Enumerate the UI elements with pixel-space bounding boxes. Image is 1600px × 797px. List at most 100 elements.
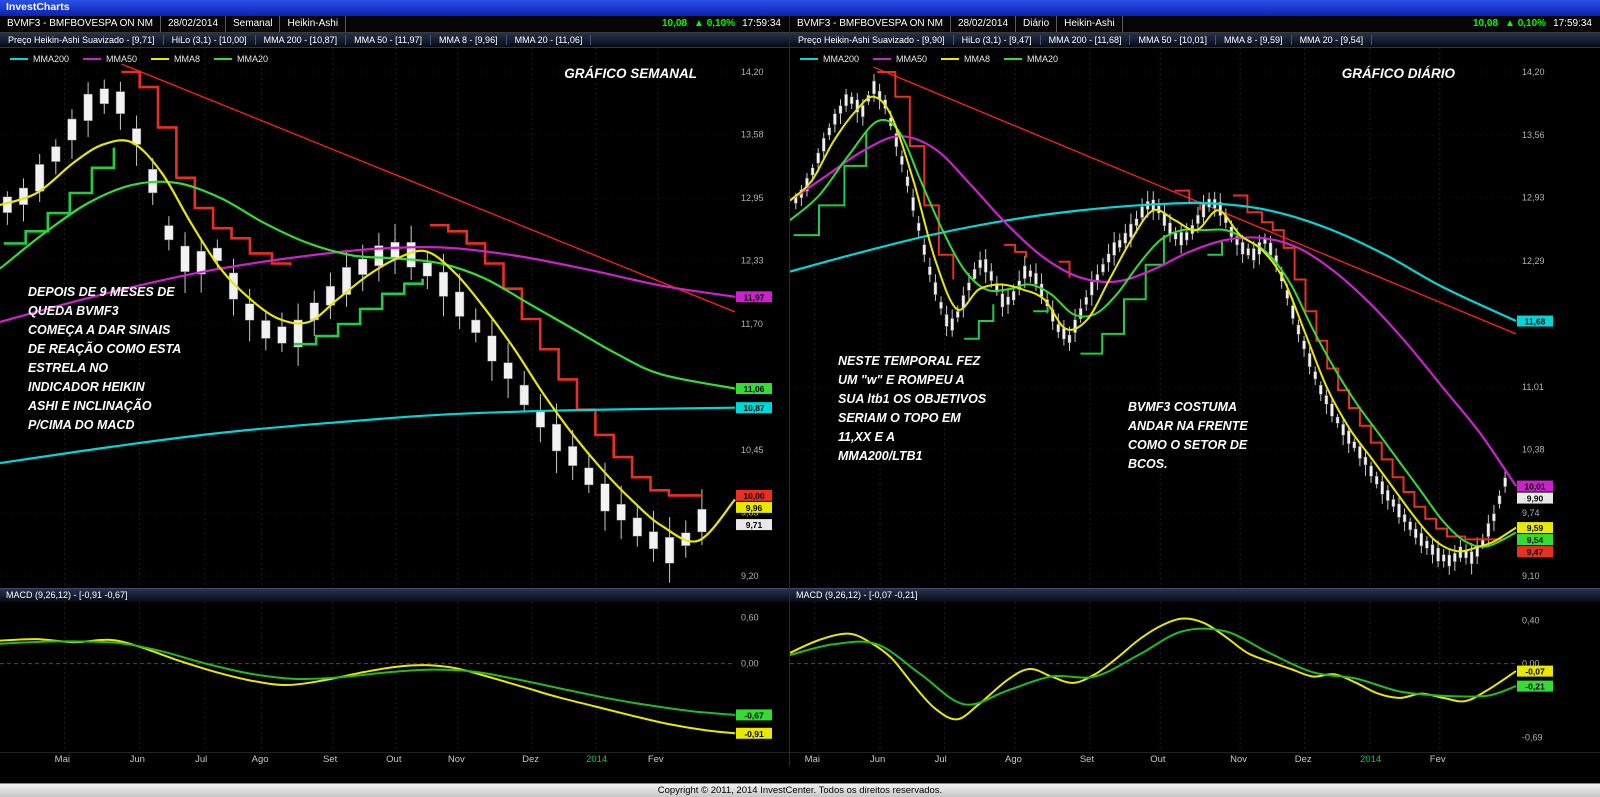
time-axis-label: Jul	[195, 754, 208, 765]
svg-text:11,97: 11,97	[744, 292, 765, 302]
time-axis-label: Out	[386, 754, 402, 765]
legend-item-mma8: MMA8	[941, 54, 990, 64]
price-chart-area[interactable]: 14,2013,5812,9512,3311,7010,459,839,2011…	[0, 48, 789, 588]
svg-text:10,00: 10,00	[743, 491, 765, 501]
chart-style-button[interactable]: Heikin-Ashi	[280, 16, 347, 32]
chart-style-button[interactable]: Heikin-Ashi	[1057, 16, 1123, 32]
svg-text:9,96: 9,96	[746, 503, 763, 513]
status-bar: Copyright © 2011, 2014 InvestCenter. Tod…	[0, 783, 1600, 797]
price-chart-canvas[interactable]: 14,2013,5812,9512,3311,7010,459,839,2011…	[0, 48, 789, 588]
legend-color-swatch	[83, 58, 102, 60]
legend-color-swatch	[1004, 58, 1023, 60]
copyright-text: Copyright © 2011, 2014 InvestCenter. Tod…	[657, 785, 943, 796]
symbol-label[interactable]: BVMF3 - BMFBOVESPA ON NM	[790, 16, 951, 32]
window-titlebar[interactable]: InvestCharts	[0, 0, 1600, 16]
legend-color-swatch	[800, 58, 818, 60]
time-axis-label: Out	[1150, 754, 1166, 765]
price-chart-area[interactable]: 14,20 13,56 12,93 12,29 11,01 10,38 9,74 9,10 11…	[790, 48, 1600, 588]
macd-header: MACD (9,26,12) - [-0,91 -0,67]	[0, 588, 789, 602]
legend-item-mma50: MMA50	[83, 54, 137, 64]
time-axis-label: Dez	[1294, 754, 1312, 765]
svg-text:-0,07: -0,07	[1525, 667, 1545, 677]
svg-text:11,70: 11,70	[741, 319, 763, 329]
macd-header: MACD (9,26,12) - [-0,07 -0,21]	[790, 588, 1600, 602]
legend-item-mma200: MMA200	[10, 54, 69, 64]
chart-header: BVMF3 - BMFBOVESPA ON NM 28/02/2014 Sema…	[0, 16, 789, 33]
chart-header: BVMF3 - BMFBOVESPA ON NM 28/02/2014 Diár…	[790, 16, 1600, 33]
chart-title-watermark: GRÁFICO SEMANAL	[564, 66, 697, 81]
time-axis-label: Set	[1079, 754, 1095, 765]
price-chart-canvas[interactable]: 14,20 13,56 12,93 12,29 11,01 10,38 9,74 9,10 11…	[790, 48, 1600, 588]
svg-text:12,33: 12,33	[741, 255, 764, 265]
time-axis-label: Fev	[1429, 754, 1446, 765]
legend-item-mma20: MMA20	[1004, 54, 1058, 64]
quote-box: 10,08 ▲ 0,10% 17:59:34	[1465, 16, 1600, 32]
svg-text:14,20: 14,20	[741, 67, 764, 77]
macd-canvas[interactable]: 0,60 0,00 -0,67 -0,91	[0, 602, 789, 752]
chart-legend: MMA200 MMA50 MMA8 MMA20	[800, 54, 1058, 64]
time-axis-label: Ago	[1005, 754, 1022, 765]
indicator-reading: HiLo (3,1) - [10,00]	[164, 35, 256, 45]
svg-text:-0,69: -0,69	[1522, 733, 1543, 743]
legend-color-swatch	[214, 58, 233, 60]
macd-panel[interactable]: 0,60 0,00 -0,67 -0,91	[0, 602, 789, 752]
svg-text:11,06: 11,06	[744, 384, 765, 394]
legend-item-mma20: MMA20	[214, 54, 268, 64]
last-price: 10,08	[662, 18, 688, 29]
svg-text:12,95: 12,95	[741, 193, 764, 203]
time-axis-label: Jun	[870, 754, 886, 765]
svg-text:9,74: 9,74	[1522, 508, 1540, 518]
svg-text:0,00: 0,00	[741, 659, 759, 669]
svg-text:9,71: 9,71	[746, 520, 763, 530]
legend-color-swatch	[941, 58, 960, 60]
indicator-reading: Preço Heikin-Ashi Suavizado - [9,71]	[0, 35, 164, 45]
time-axis-label: Fev	[647, 754, 664, 765]
quote-time: 17:59:34	[742, 18, 781, 29]
time-axis: Mai Jun Jul Ago Set Out Nov Dez 2014 Fev	[0, 752, 789, 766]
date-field[interactable]: 28/02/2014	[951, 16, 1017, 32]
legend-item-mma8: MMA8	[151, 54, 200, 64]
time-axis: Mai Jun Jul Ago Set Out Nov Dez 2014 Fev	[790, 752, 1600, 766]
chart-annotation: BVMF3 COSTUMA ANDAR NA FRENTE COMO O SET…	[1128, 400, 1248, 471]
svg-text:10,87: 10,87	[743, 403, 765, 413]
time-axis-label: Nov	[1230, 754, 1248, 765]
svg-text:10,01: 10,01	[1524, 482, 1546, 492]
time-axis-label: 2014	[586, 754, 608, 765]
svg-text:9,20: 9,20	[741, 571, 759, 581]
svg-text:9,59: 9,59	[1527, 523, 1544, 533]
indicator-reading: MMA 20 - [11,06]	[507, 35, 592, 45]
quote-time: 17:59:34	[1553, 18, 1592, 29]
macd-panel[interactable]: 0,40 0,00 -0,69 -0,07 -0,21	[790, 602, 1600, 752]
svg-text:10,38: 10,38	[1522, 445, 1545, 455]
symbol-label[interactable]: BVMF3 - BMFBOVESPA ON NM	[0, 16, 161, 32]
time-axis-label: Set	[322, 754, 338, 765]
svg-text:-0,91: -0,91	[744, 729, 764, 739]
time-axis-label: Nov	[447, 754, 465, 765]
indicator-reading: MMA 50 - [10,01]	[1130, 35, 1217, 45]
svg-text:-0,67: -0,67	[744, 710, 764, 720]
indicator-bar: Preço Heikin-Ashi Suavizado - [9,71] HiLo…	[0, 33, 789, 48]
chart-annotation: DEPOIS DE 9 MESES DE QUEDA BVMF3 COMEÇA …	[28, 285, 182, 432]
indicator-reading: HiLo (3,1) - [9,47]	[954, 35, 1041, 45]
legend-item-mma50: MMA50	[873, 54, 927, 64]
price-change: ▲ 0,10%	[1505, 18, 1547, 29]
time-axis-label: Jun	[129, 754, 145, 765]
legend-color-swatch	[10, 58, 28, 60]
time-axis-label: Mai	[54, 754, 70, 765]
svg-text:13,56: 13,56	[1522, 130, 1545, 140]
svg-text:-0,21: -0,21	[1525, 682, 1545, 692]
indicator-bar: Preço Heikin-Ashi Suavizado - [9,90] HiLo…	[790, 33, 1600, 48]
date-field[interactable]: 28/02/2014	[161, 16, 227, 32]
time-axis-label: Jul	[934, 754, 947, 765]
time-axis-label: Ago	[251, 754, 269, 765]
svg-text:9,47: 9,47	[1527, 547, 1544, 557]
time-axis-label: 2014	[1360, 754, 1382, 765]
legend-color-swatch	[151, 58, 170, 60]
legend-item-mma200: MMA200	[800, 54, 859, 64]
indicator-reading: Preço Heikin-Ashi Suavizado - [9,90]	[790, 35, 954, 45]
svg-text:13,58: 13,58	[741, 129, 764, 139]
timeframe-button[interactable]: Diário	[1016, 16, 1058, 32]
chart-annotation: NESTE TEMPORAL FEZ UM "w" E ROMPEU A SUA…	[838, 354, 987, 463]
macd-canvas[interactable]: 0,40 0,00 -0,69 -0,07 -0,21	[790, 602, 1600, 752]
timeframe-button[interactable]: Semanal	[226, 16, 281, 32]
